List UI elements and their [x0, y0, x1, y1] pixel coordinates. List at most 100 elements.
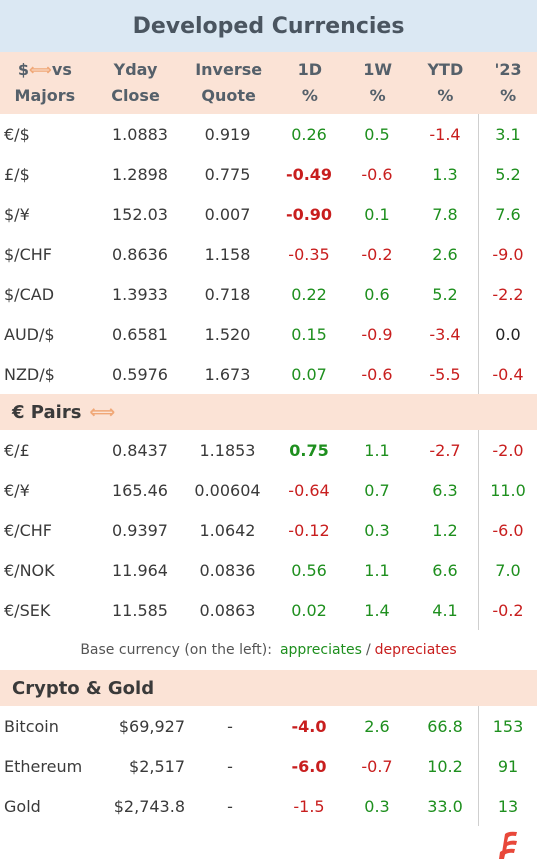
change-1w-cell: -0.2 [361, 244, 393, 264]
change-ytd-cell: 6.3 [432, 480, 458, 500]
legend-depreciates: depreciates [374, 642, 457, 658]
change-ytd-cell: 4.1 [432, 600, 458, 620]
change-ytd-cell: 2.6 [432, 244, 458, 264]
header-dollar: $ [17, 60, 29, 79]
change-1d-cell: 0.22 [291, 284, 327, 304]
change-1d-cell: 0.26 [291, 124, 327, 144]
change-2023-cell: -0.2 [492, 600, 524, 620]
change-2023-cell: 5.2 [495, 164, 521, 184]
change-1w-cell: 1.1 [364, 440, 390, 460]
yday-close-cell: 165.46 [112, 480, 168, 500]
change-ytd-cell: 5.2 [432, 284, 458, 304]
change-ytd-cell: 7.8 [432, 204, 458, 224]
pair-cell: €/NOK [4, 560, 55, 580]
change-1w-cell: 0.7 [364, 480, 390, 500]
column-divider [478, 430, 479, 630]
change-2023-cell: 11.0 [490, 480, 526, 500]
yday-close-cell: 1.3933 [112, 284, 168, 304]
change-2023-cell: 153 [492, 716, 524, 736]
table-row: $/CAD 1.3933 0.718 0.22 0.6 5.2 -2.2 [0, 274, 537, 314]
change-1d-cell: 0.15 [291, 324, 327, 344]
header-yday-close: Yday Close [111, 60, 160, 105]
yday-close-cell: 0.6581 [112, 324, 168, 344]
inverse-quote-cell: 1.158 [204, 244, 251, 264]
change-ytd-cell: 66.8 [427, 716, 463, 736]
change-1d-cell: -1.5 [293, 796, 325, 816]
inverse-quote-cell: 1.0642 [199, 520, 256, 540]
change-2023-cell: -9.0 [492, 244, 524, 264]
crypto-gold-section: Crypto & Gold [0, 670, 537, 706]
yday-close-cell: 11.585 [112, 600, 168, 620]
change-1d-cell: 0.75 [289, 440, 329, 460]
majors-table: €/$ 1.0883 0.919 0.26 0.5 -1.4 3.1 £/$ 1.2898 0.7… [0, 114, 537, 394]
pair-cell: $/CHF [4, 244, 52, 264]
pair-cell: £/$ [4, 164, 30, 184]
change-1w-cell: -0.9 [361, 324, 393, 344]
table-row: €/£ 0.8437 1.1853 0.75 1.1 -2.7 -2.0 [0, 430, 537, 470]
swap-arrow-icon: ⟺ [28, 60, 52, 79]
yday-close-cell: 0.8437 [112, 440, 168, 460]
change-1d-cell: -0.64 [288, 480, 330, 500]
table-row: €/¥ 165.46 0.00604 -0.64 0.7 6.3 11.0 [0, 470, 537, 510]
change-1d-cell: -6.0 [291, 756, 327, 776]
crypto-table: Bitcoin $69,927 - -4.0 2.6 66.8 153 Ethereum $2,… [0, 706, 537, 826]
brand-logo-icon [499, 831, 517, 859]
change-1w-cell: 1.4 [364, 600, 390, 620]
table-row: £/$ 1.2898 0.775 -0.49 -0.6 1.3 5.2 [0, 154, 537, 194]
table-row: €/CHF 0.9397 1.0642 -0.12 0.3 1.2 -6.0 [0, 510, 537, 550]
change-1d-cell: -0.49 [285, 164, 333, 184]
euro-pairs-section: € Pairs ⟺ [0, 394, 537, 430]
header-pair: $⟺vs Majors [0, 52, 90, 114]
change-ytd-cell: 1.2 [432, 520, 458, 540]
header-inverse-quote: Inverse Quote [195, 60, 263, 105]
legend-note: Base currency (on the left): appreciates… [80, 642, 457, 658]
header-vs: vs [51, 60, 72, 79]
change-1d-cell: 0.56 [291, 560, 327, 580]
change-1d-cell: -0.35 [288, 244, 330, 264]
change-ytd-cell: -3.4 [429, 324, 461, 344]
change-1w-cell: 2.6 [364, 716, 390, 736]
change-2023-cell: -0.4 [492, 364, 524, 384]
inverse-quote-cell: 0.919 [204, 124, 251, 144]
table-row: €/NOK 11.964 0.0836 0.56 1.1 6.6 7.0 [0, 550, 537, 590]
change-1d-cell: -0.90 [285, 204, 333, 224]
header-majors: Majors [14, 86, 76, 105]
pair-cell: Ethereum [4, 756, 83, 776]
header-1w: 1W% [363, 60, 392, 105]
yday-close-cell: 0.5976 [112, 364, 168, 384]
change-1w-cell: 0.5 [364, 124, 390, 144]
pair-cell: €/CHF [4, 520, 52, 540]
change-1w-cell: -0.6 [361, 364, 393, 384]
yday-close-cell: $2,517 [129, 756, 185, 776]
change-1d-cell: -4.0 [291, 716, 327, 736]
table-row: Bitcoin $69,927 - -4.0 2.6 66.8 153 [0, 706, 537, 746]
change-1w-cell: 0.3 [364, 796, 390, 816]
table-row: $/¥ 152.03 0.007 -0.90 0.1 7.8 7.6 [0, 194, 537, 234]
yday-close-cell: 0.9397 [112, 520, 168, 540]
yday-close-cell: $69,927 [118, 716, 185, 736]
header-2023: '23% [494, 60, 522, 105]
euro-pairs-table: €/£ 0.8437 1.1853 0.75 1.1 -2.7 -2.0 €/¥ 165.46 0… [0, 430, 537, 630]
legend-appreciates: appreciates [279, 642, 362, 658]
change-2023-cell: -2.0 [492, 440, 524, 460]
change-2023-cell: 3.1 [495, 124, 521, 144]
yday-close-cell: 11.964 [112, 560, 168, 580]
inverse-quote-cell: - [227, 756, 233, 776]
inverse-quote-cell: 0.0836 [199, 560, 256, 580]
change-1w-cell: 1.1 [364, 560, 390, 580]
table-row: €/SEK 11.585 0.0863 0.02 1.4 4.1 -0.2 [0, 590, 537, 630]
inverse-quote-cell: 0.718 [204, 284, 251, 304]
change-1d-cell: 0.02 [291, 600, 327, 620]
pair-cell: €/£ [4, 440, 30, 460]
pair-cell: Gold [4, 796, 41, 816]
table-row: NZD/$ 0.5976 1.673 0.07 -0.6 -5.5 -0.4 [0, 354, 537, 394]
change-ytd-cell: 6.6 [432, 560, 458, 580]
inverse-quote-cell: - [227, 796, 233, 816]
inverse-quote-cell: 1.520 [204, 324, 251, 344]
change-ytd-cell: -5.5 [429, 364, 461, 384]
change-1w-cell: -0.6 [361, 164, 393, 184]
inverse-quote-cell: 0.007 [204, 204, 251, 224]
header-1d: 1D% [297, 60, 323, 105]
inverse-quote-cell: 0.0863 [199, 600, 256, 620]
header-ytd: YTD% [427, 60, 464, 105]
